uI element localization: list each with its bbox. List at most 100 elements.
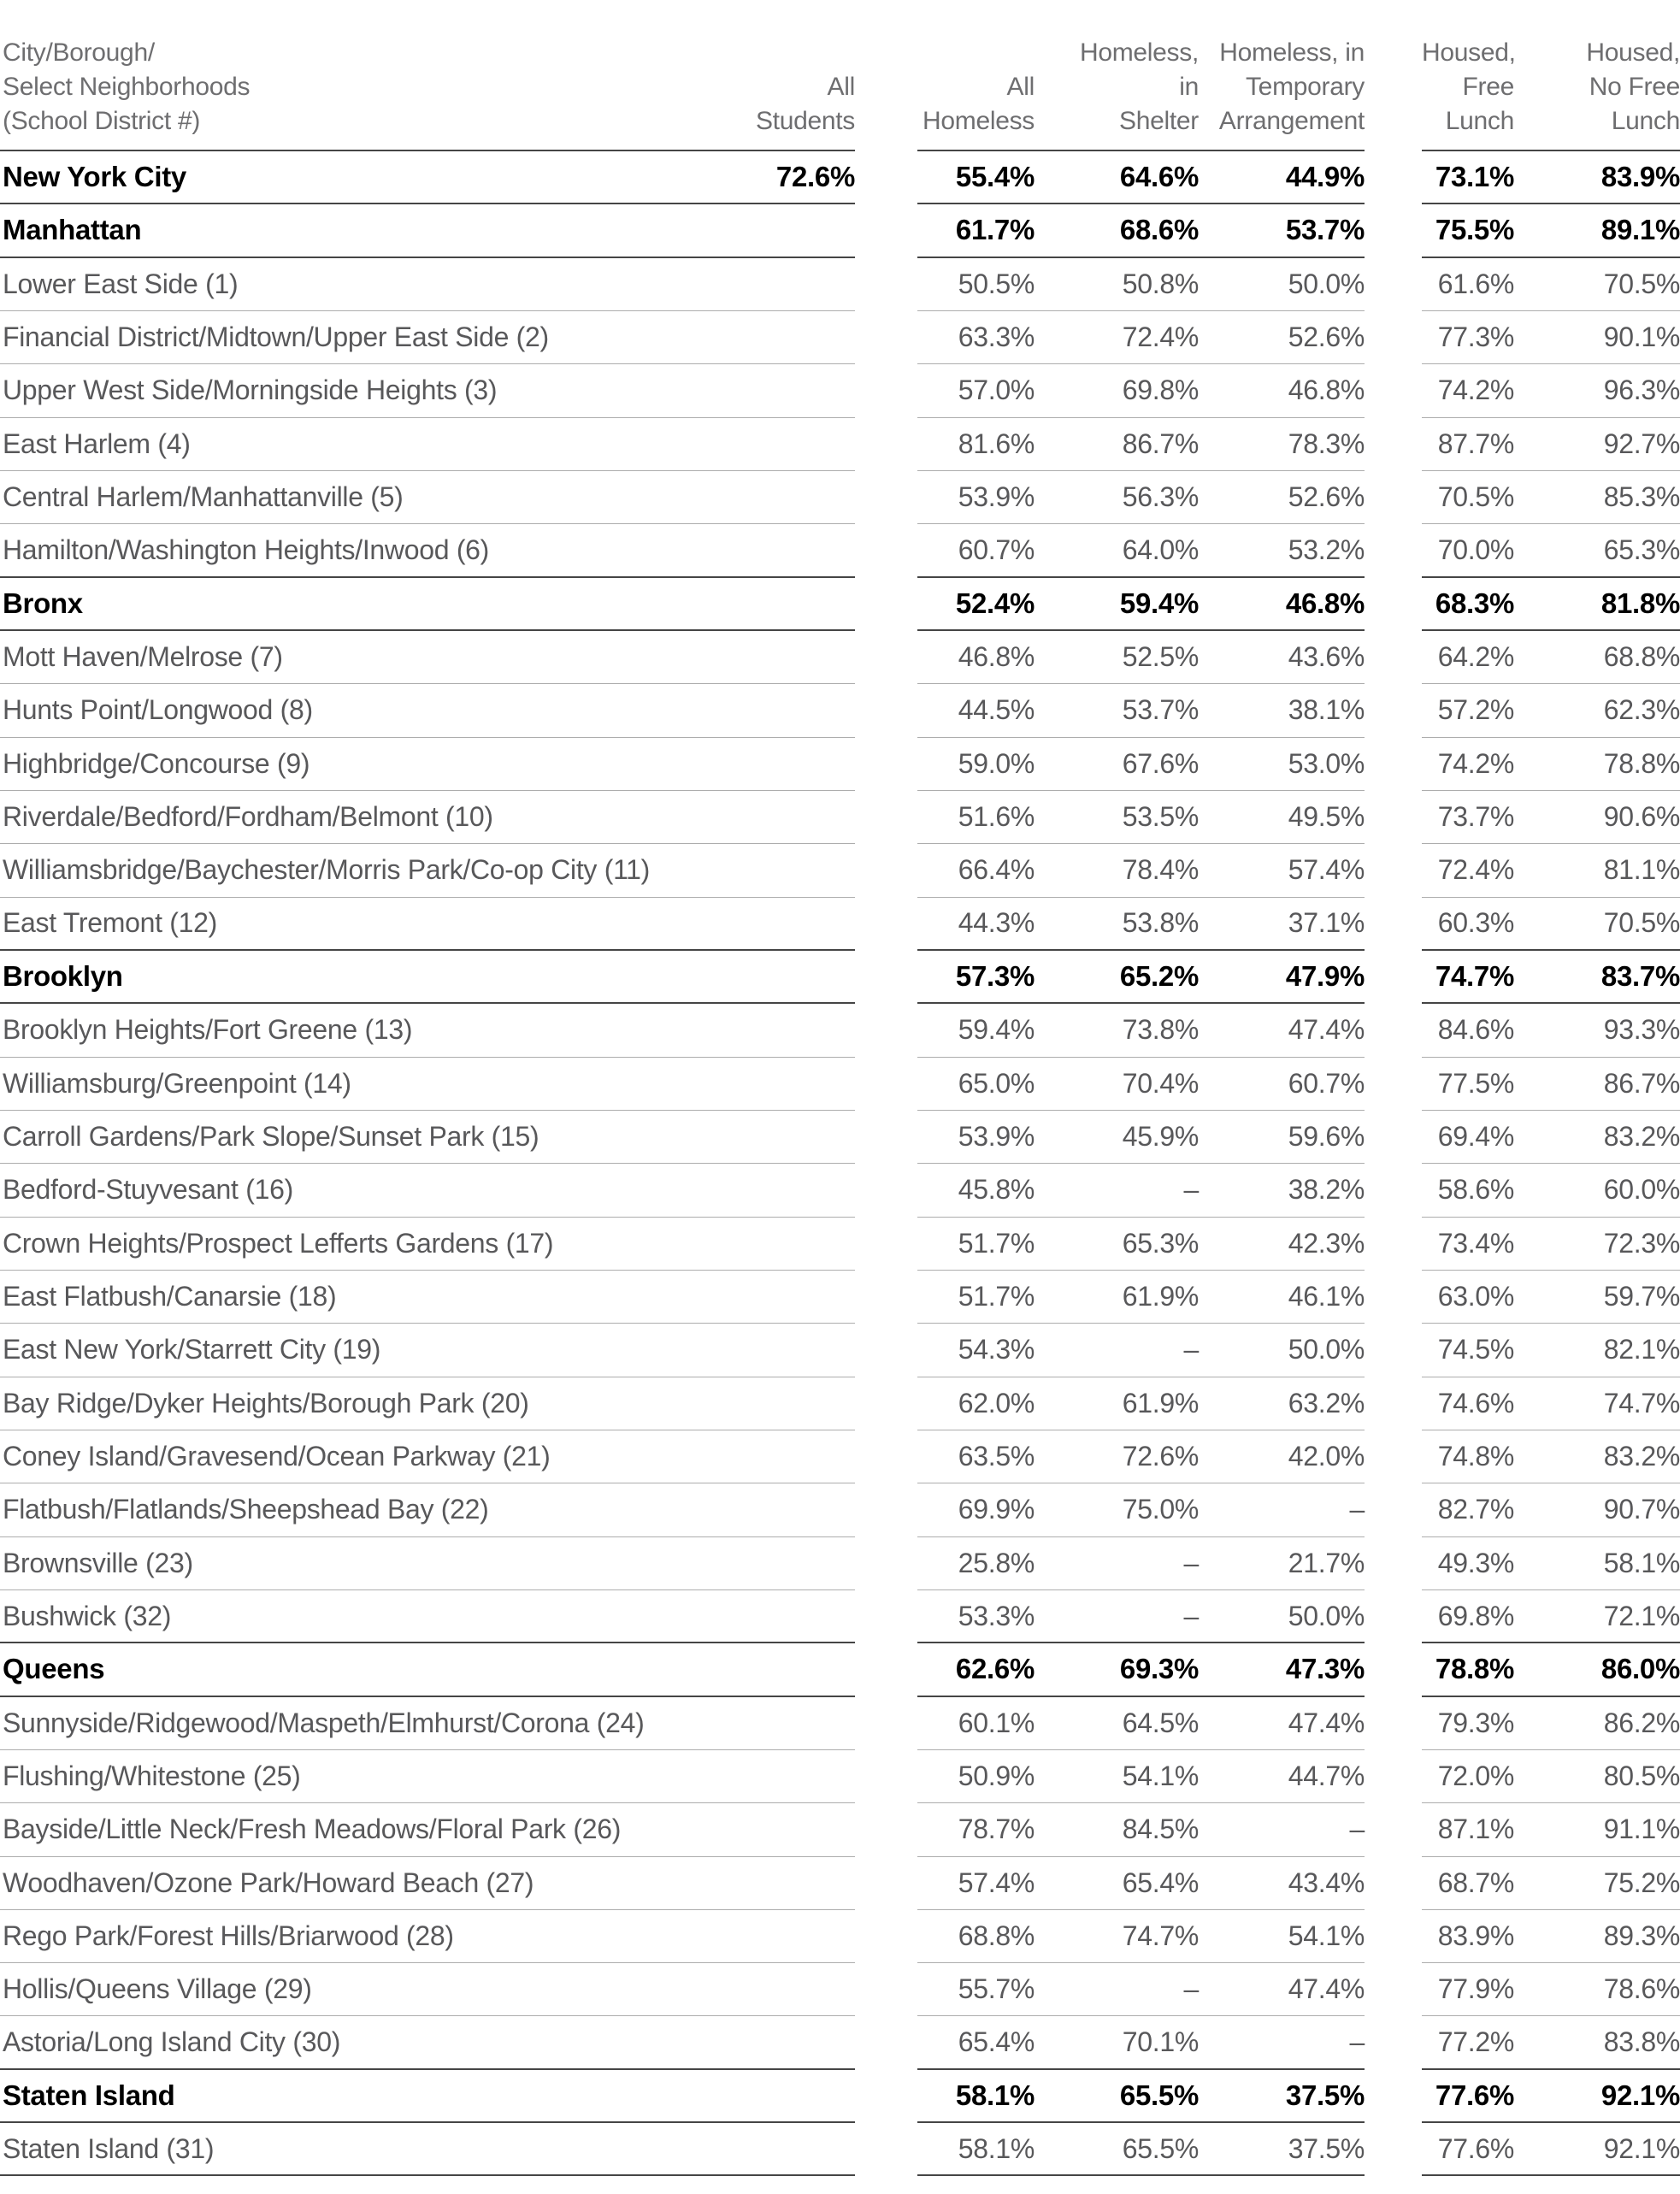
table-row: Brownsville (23) 25.8% – 21.7% 49.3% 58.… — [0, 1537, 1680, 1590]
col-header-housed-no-free-lunch: Housed, No Free Lunch — [1586, 38, 1680, 135]
cell-housed-no-free-lunch: 86.2% — [1603, 1707, 1680, 1738]
cell-housed-free-lunch: 72.0% — [1437, 1761, 1515, 1791]
column-gap — [855, 258, 917, 311]
row-name: Central Harlem/Manhattanville (5) — [3, 481, 404, 513]
table-row: East New York/Starrett City (19) 54.3% –… — [0, 1324, 1680, 1377]
cell-homeless-in-shelter: 53.8% — [1122, 907, 1200, 939]
column-gap — [855, 204, 917, 257]
cell-homeless-in-shelter: 54.1% — [1122, 1761, 1200, 1791]
cell-homeless-in-shelter: 64.0% — [1122, 534, 1200, 565]
cell-housed-free-lunch: 79.3% — [1437, 1707, 1515, 1738]
cell-housed-free-lunch: 77.5% — [1437, 1067, 1515, 1099]
cell-homeless-in-shelter: – — [1183, 1600, 1200, 1631]
column-gap — [855, 1324, 917, 1377]
cell-all-homeless: 53.9% — [958, 481, 1035, 513]
cell-housed-no-free-lunch: 90.6% — [1603, 801, 1680, 833]
cell-all-homeless: 78.7% — [958, 1814, 1035, 1845]
cell-homeless-temporary: 43.4% — [1288, 1867, 1365, 1898]
cell-housed-free-lunch: 61.6% — [1437, 268, 1515, 299]
column-gap — [855, 1697, 917, 1750]
table-row: Sunnyside/Ridgewood/Maspeth/Elmhurst/Cor… — [0, 1697, 1680, 1750]
cell-all-homeless: 58.1% — [958, 2132, 1035, 2164]
row-name: Astoria/Long Island City (30) — [3, 2026, 341, 2058]
row-name: East Tremont (12) — [3, 907, 217, 939]
cell-housed-free-lunch: 74.8% — [1437, 1441, 1515, 1472]
table-row: Central Harlem/Manhattanville (5) 53.9% … — [0, 471, 1680, 525]
cell-housed-no-free-lunch: 90.1% — [1603, 321, 1680, 353]
column-gap — [1365, 1963, 1422, 2016]
cell-homeless-temporary: 37.5% — [1285, 2079, 1365, 2111]
cell-housed-no-free-lunch: 92.1% — [1603, 2132, 1680, 2164]
cell-homeless-in-shelter: – — [1183, 1334, 1200, 1365]
cell-homeless-temporary: 49.5% — [1288, 801, 1365, 833]
cell-housed-no-free-lunch: 83.2% — [1603, 1441, 1680, 1472]
cell-homeless-temporary: 46.8% — [1285, 587, 1365, 619]
column-gap — [855, 1803, 917, 1856]
row-name: Crown Heights/Prospect Lefferts Gardens … — [3, 1227, 554, 1259]
cell-homeless-temporary: 46.8% — [1288, 375, 1365, 406]
cell-homeless-in-shelter: 61.9% — [1122, 1387, 1200, 1418]
cell-homeless-in-shelter: 70.1% — [1122, 2026, 1200, 2058]
table-row: Queens 62.6% 69.3% 47.3% 78.8% 86.0% — [0, 1643, 1680, 1697]
row-name: Sunnyside/Ridgewood/Maspeth/Elmhurst/Cor… — [3, 1707, 645, 1738]
row-name: Hamilton/Washington Heights/Inwood (6) — [3, 534, 490, 565]
cell-homeless-temporary: 46.1% — [1288, 1281, 1365, 1312]
table-row: Mott Haven/Melrose (7) 46.8% 52.5% 43.6%… — [0, 631, 1680, 685]
row-name: New York City — [3, 161, 186, 193]
table-row: East Harlem (4) 81.6% 86.7% 78.3% 87.7% … — [0, 418, 1680, 471]
cell-housed-no-free-lunch: 78.8% — [1603, 747, 1680, 779]
cell-all-homeless: 65.0% — [958, 1067, 1035, 1099]
cell-homeless-in-shelter: 59.4% — [1119, 587, 1199, 619]
cell-homeless-in-shelter: 53.5% — [1122, 801, 1200, 833]
column-gap — [1365, 1750, 1422, 1803]
column-gap — [855, 1111, 917, 1164]
column-gap — [1365, 578, 1422, 631]
row-name: Queens — [3, 1653, 105, 1685]
cell-all-students: 72.6% — [775, 161, 855, 193]
table-row: Hunts Point/Longwood (8) 44.5% 53.7% 38.… — [0, 684, 1680, 738]
table-row: Brooklyn Heights/Fort Greene (13) 59.4% … — [0, 1004, 1680, 1058]
column-gap — [1365, 1218, 1422, 1271]
cell-homeless-temporary: 50.0% — [1288, 1334, 1365, 1365]
col-header-all-students: All Students — [755, 73, 855, 135]
row-name: Brooklyn Heights/Fort Greene (13) — [3, 1014, 413, 1046]
row-name: Woodhaven/Ozone Park/Howard Beach (27) — [3, 1867, 534, 1898]
column-gap — [855, 151, 917, 204]
row-name: Manhattan — [3, 214, 142, 246]
row-name: Flushing/Whitestone (25) — [3, 1761, 301, 1791]
column-gap — [855, 1058, 917, 1111]
column-gap — [1365, 1164, 1422, 1217]
cell-homeless-in-shelter: 65.2% — [1119, 960, 1199, 993]
cell-housed-free-lunch: 58.6% — [1437, 1174, 1515, 1206]
cell-all-homeless: 63.3% — [958, 321, 1035, 353]
cell-housed-no-free-lunch: 68.8% — [1603, 641, 1680, 673]
table-row: Financial District/Midtown/Upper East Si… — [0, 311, 1680, 365]
column-gap — [1365, 2123, 1422, 2176]
cell-housed-free-lunch: 78.8% — [1435, 1653, 1514, 1685]
row-name: Staten Island — [3, 2079, 175, 2111]
column-gap — [1365, 1537, 1422, 1590]
cell-housed-no-free-lunch: 75.2% — [1603, 1867, 1680, 1898]
row-name: Flatbush/Flatlands/Sheepshead Bay (22) — [3, 1494, 489, 1525]
cell-homeless-in-shelter: 86.7% — [1122, 428, 1200, 459]
column-gap — [855, 524, 917, 577]
cell-all-homeless: 62.6% — [955, 1653, 1035, 1685]
table-row: Lower East Side (1) 50.5% 50.8% 50.0% 61… — [0, 258, 1680, 311]
cell-homeless-in-shelter: 67.6% — [1122, 747, 1200, 779]
column-gap — [855, 311, 917, 364]
cell-housed-free-lunch: 77.9% — [1437, 1973, 1515, 2005]
table-row: Upper West Side/Morningside Heights (3) … — [0, 364, 1680, 418]
column-gap — [1365, 898, 1422, 951]
cell-housed-no-free-lunch: 70.5% — [1603, 268, 1680, 299]
table-row: Rego Park/Forest Hills/Briarwood (28) 68… — [0, 1910, 1680, 1964]
column-gap — [1365, 1643, 1422, 1696]
cell-all-homeless: 61.7% — [955, 214, 1035, 246]
cell-housed-no-free-lunch: 86.0% — [1600, 1653, 1680, 1685]
column-gap — [855, 844, 917, 897]
cell-homeless-temporary: 21.7% — [1288, 1547, 1365, 1578]
table-row: Crown Heights/Prospect Lefferts Gardens … — [0, 1218, 1680, 1271]
cell-all-homeless: 51.7% — [958, 1281, 1035, 1312]
cell-all-homeless: 69.9% — [958, 1494, 1035, 1525]
cell-housed-free-lunch: 57.2% — [1437, 694, 1515, 726]
column-gap — [1365, 1058, 1422, 1111]
